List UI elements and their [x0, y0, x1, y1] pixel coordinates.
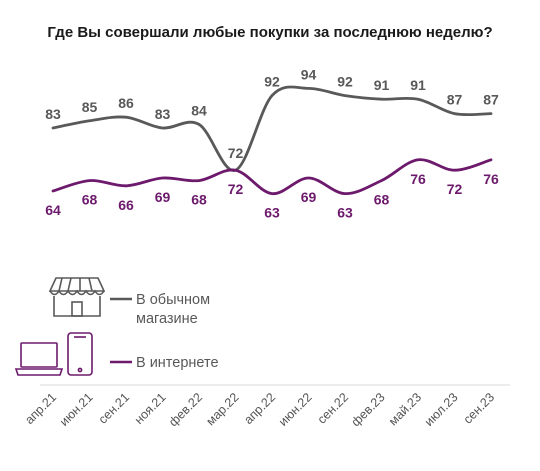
x-tick-label: фев.22	[166, 390, 205, 429]
data-label-store: 83	[45, 106, 61, 122]
data-label-store: 84	[191, 102, 207, 118]
data-label-internet: 72	[447, 181, 463, 197]
data-label-store: 91	[374, 77, 390, 93]
data-label-store: 85	[82, 99, 98, 115]
chart-title: Где Вы совершали любые покупки за послед…	[47, 24, 493, 41]
x-tick-label: сен.22	[315, 390, 351, 426]
x-tick-label: ноя.21	[132, 390, 169, 427]
x-tick-label: мар.22	[204, 390, 242, 428]
shop-icon	[48, 277, 106, 317]
data-label-store: 87	[447, 92, 463, 108]
x-tick-label: сен.23	[461, 390, 497, 426]
x-tick-label: апр.22	[241, 390, 278, 427]
data-label-store: 92	[264, 74, 280, 90]
data-label-store: 87	[483, 92, 499, 108]
x-tick-label: июл.23	[422, 390, 461, 429]
data-label-store: 94	[301, 66, 317, 82]
series-lines	[51, 85, 493, 196]
legend-label-store-1: В обычном	[136, 292, 210, 308]
data-label-store: 91	[410, 77, 426, 93]
devices-icon	[14, 332, 93, 376]
data-label-store: 86	[118, 95, 134, 111]
data-label-store: 72	[228, 145, 244, 161]
data-labels: 83 85 86 83 84 72 92 94 92 91 91 87 87 64 68 66 69 68 72 63…	[45, 66, 499, 220]
x-tick-label: июн.21	[57, 390, 96, 429]
data-label-internet: 69	[155, 189, 171, 205]
data-label-store: 83	[155, 106, 171, 122]
data-label-internet: 63	[337, 205, 353, 221]
data-label-internet: 69	[301, 189, 317, 205]
x-tick-label: май.23	[386, 390, 424, 428]
x-tick-label: июн.22	[276, 390, 315, 429]
series-line-store	[51, 85, 493, 172]
data-label-internet: 63	[264, 205, 280, 221]
data-label-store: 92	[337, 74, 353, 90]
data-label-internet: 68	[191, 192, 207, 208]
data-label-internet: 76	[410, 171, 426, 187]
data-label-internet: 64	[45, 202, 61, 218]
data-label-internet: 66	[118, 197, 134, 213]
legend-label-store-2: магазине	[136, 311, 198, 327]
data-label-internet: 72	[228, 181, 244, 197]
data-label-internet: 68	[374, 192, 390, 208]
x-tick-label: фев.23	[349, 390, 388, 429]
x-tick-label: сен.21	[96, 390, 132, 426]
series-line-internet	[51, 158, 493, 196]
data-label-internet: 68	[82, 192, 98, 208]
x-tick-label: апр.21	[22, 390, 59, 427]
legend-label-internet: В интернете	[136, 355, 219, 371]
data-label-internet: 76	[483, 171, 499, 187]
